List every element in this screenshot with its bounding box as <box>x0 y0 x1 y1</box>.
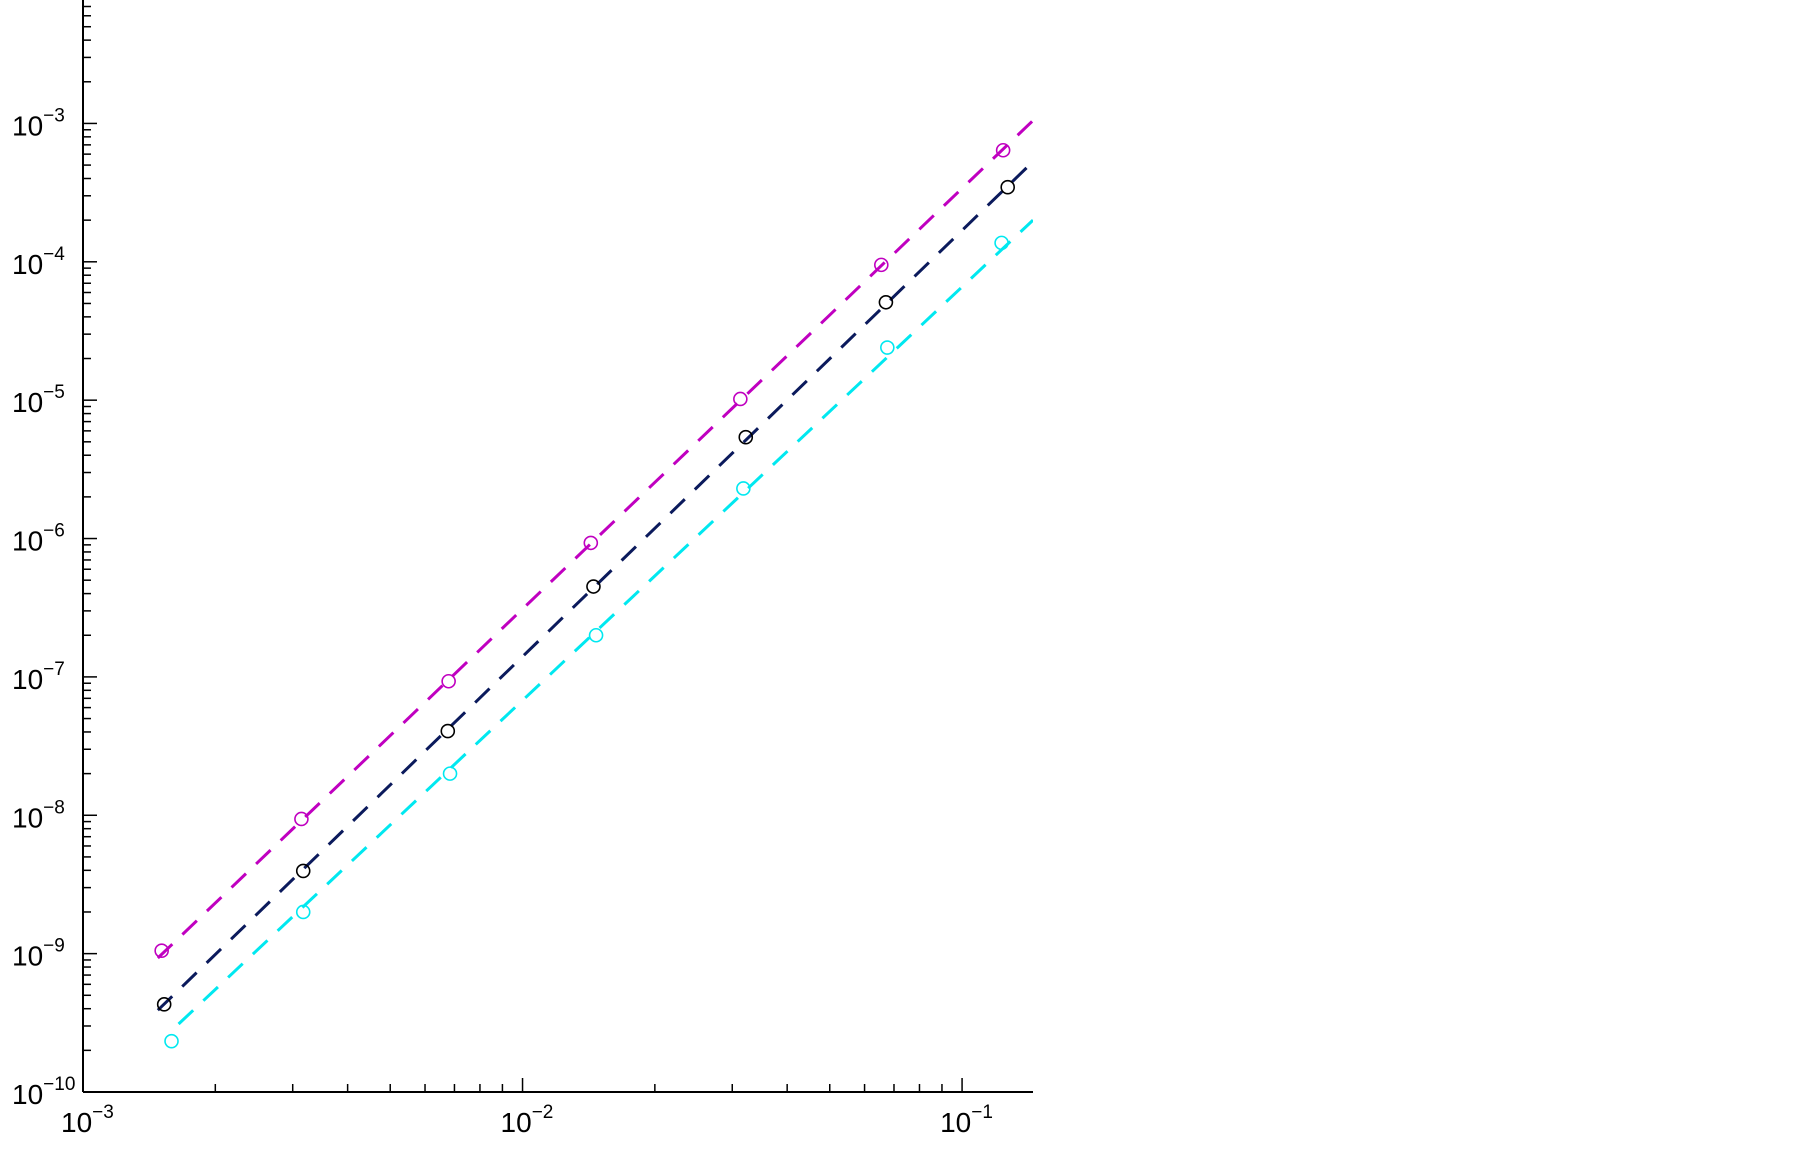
y-tick-exponent: −5 <box>43 382 65 403</box>
y-tick-label: 10−5 <box>12 382 65 418</box>
series-2-point <box>586 579 601 594</box>
x-tick-exponent: −3 <box>92 1102 114 1123</box>
y-tick-base: 10 <box>12 802 43 833</box>
y-tick-base: 10 <box>12 387 43 418</box>
series-layer <box>154 119 1033 1049</box>
x-tick-label: 10−1 <box>940 1102 993 1138</box>
series-1-point <box>294 811 309 827</box>
x-tick-base: 10 <box>501 1107 532 1138</box>
y-tick-label: 10−7 <box>12 659 65 695</box>
y-tick-exponent: −10 <box>43 1074 75 1095</box>
y-tick-base: 10 <box>12 249 43 280</box>
x-tick-label: 10−2 <box>501 1102 554 1138</box>
series-3-point <box>442 766 458 781</box>
x-tick-base: 10 <box>61 1107 92 1138</box>
axes: 10−3 10−2 10−110−1010−910−810−710−610−510−… <box>12 0 1033 1138</box>
x-tick-exponent: −1 <box>971 1102 993 1123</box>
series-3-point <box>295 904 311 920</box>
series-2-point <box>1000 179 1015 195</box>
y-tick-label: 10−9 <box>12 936 65 972</box>
y-tick-exponent: −8 <box>43 797 65 818</box>
y-tick-base: 10 <box>12 110 43 141</box>
series-1-point <box>154 943 169 959</box>
series-1-point <box>733 391 748 407</box>
series-3-point <box>588 627 604 643</box>
y-tick-base: 10 <box>12 941 43 972</box>
series-3-point <box>736 481 751 496</box>
y-tick-base: 10 <box>12 1079 43 1110</box>
series-2-point <box>738 429 754 445</box>
x-tick-base: 10 <box>940 1107 971 1138</box>
series-1-point <box>583 535 599 551</box>
x-tick-exponent: −2 <box>532 1102 554 1123</box>
y-tick-base: 10 <box>12 664 43 695</box>
y-tick-exponent: −6 <box>43 521 65 542</box>
series-3-point <box>880 340 895 355</box>
y-tick-label: 10−3 <box>12 105 65 141</box>
series-3-fit-line <box>177 219 1033 1026</box>
series-2-point <box>878 294 894 310</box>
y-tick-label: 10−10 <box>12 1074 75 1110</box>
series-2-fit-line <box>156 160 1033 1012</box>
series-2-point <box>295 863 311 879</box>
y-tick-exponent: −9 <box>43 936 65 957</box>
y-tick-label: 10−8 <box>12 797 65 833</box>
series-2-point <box>156 997 172 1012</box>
y-tick-label: 10−4 <box>12 244 65 280</box>
series-1-point <box>874 257 889 273</box>
series-3-point <box>164 1033 179 1049</box>
y-tick-exponent: −7 <box>43 659 65 680</box>
x-tick-label: 10−3 <box>61 1102 114 1138</box>
series-3-point <box>994 235 1009 251</box>
y-tick-label: 10−6 <box>12 521 65 557</box>
series-1-point <box>995 142 1011 158</box>
y-tick-base: 10 <box>12 526 43 557</box>
y-tick-exponent: −4 <box>43 244 65 265</box>
series-1-point <box>441 673 456 689</box>
y-tick-exponent: −3 <box>43 105 65 126</box>
series-2-point <box>440 723 456 739</box>
